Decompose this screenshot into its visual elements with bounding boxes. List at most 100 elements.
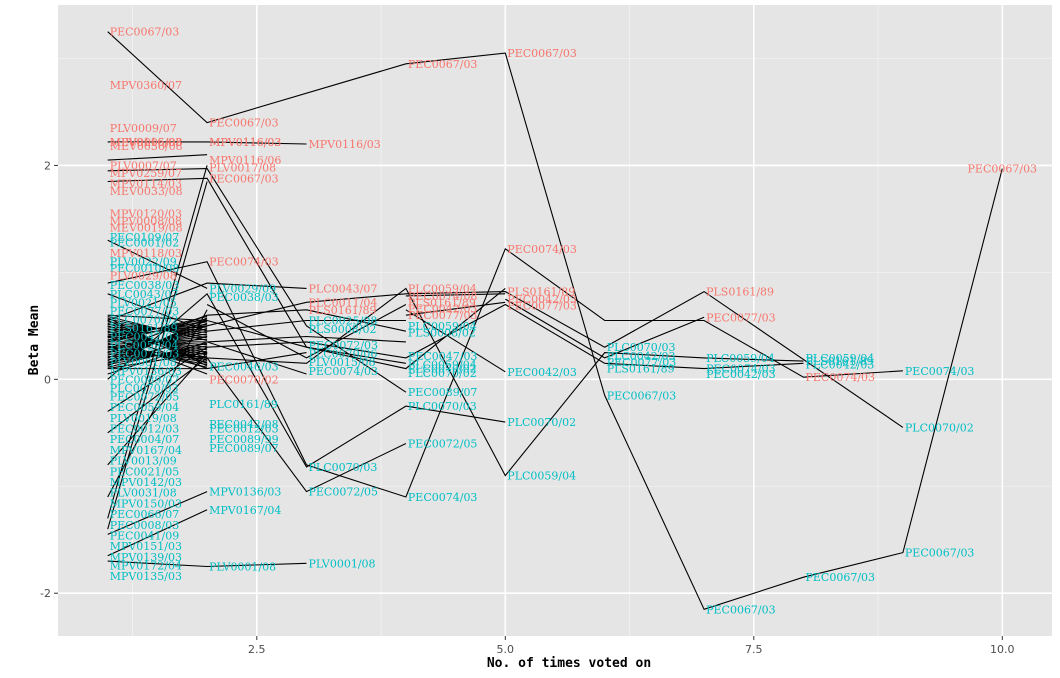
- point-label: PLS0161/89: [110, 322, 178, 335]
- point-label: PLV0017/08: [209, 162, 276, 175]
- series-line: [207, 335, 406, 343]
- series-line: [107, 325, 208, 364]
- point-labels: PEC0067/03 PEC0067/03 PEC0067/03 PEC0067/03…: [110, 26, 1037, 617]
- point-label: PEC0067/03: [905, 547, 975, 560]
- point-label: PLV0022/09: [110, 256, 177, 269]
- point-label: PEC0067/03: [706, 603, 776, 616]
- series-lines: [107, 31, 1003, 610]
- point-label: PLC0059/04: [706, 352, 775, 365]
- point-label: PEC0067/03: [507, 47, 577, 60]
- point-label: PEC0038/03: [209, 291, 279, 304]
- series-line: [206, 304, 407, 359]
- point-label: MPV0259/07: [110, 167, 182, 180]
- point-label: MPV0360/07: [110, 79, 182, 92]
- point-label: PEC0074/03: [905, 365, 975, 378]
- point-label: MPV0116/06: [209, 154, 281, 167]
- point-label: PLC0070/03: [607, 341, 676, 354]
- point-label: PEC0067/03: [408, 58, 478, 71]
- point-label: PLV0001/08: [209, 560, 276, 573]
- point-label: PLC0025/08: [309, 315, 378, 328]
- point-label: PEC0074/03: [706, 363, 776, 376]
- point-label: PEC0041/09: [110, 529, 180, 542]
- point-label: PLS0161/89: [607, 363, 675, 376]
- point-label: PEC0012/03: [110, 423, 180, 436]
- series-line: [207, 309, 407, 332]
- grid-lines: [58, 5, 1052, 636]
- series-line: [107, 560, 307, 568]
- point-label: PEC0072/05: [110, 390, 180, 403]
- point-label: MPV0116/03: [209, 136, 281, 149]
- point-label: MPV0167/04: [110, 444, 182, 457]
- point-label: PEC0021/05: [110, 465, 180, 478]
- point-label: MPV0008/08: [110, 215, 182, 228]
- point-label: PLC0042/03: [607, 350, 676, 363]
- point-label: PLC0070/02: [408, 367, 477, 380]
- plot-background: [58, 5, 1052, 636]
- point-label: MPV0116/03: [209, 136, 281, 149]
- point-label: PLV0009/07: [110, 122, 177, 135]
- point-label: PEC0077/03: [408, 309, 478, 322]
- point-label: PEC0074/08: [408, 290, 478, 303]
- series-line: [107, 177, 406, 364]
- point-label: MPV0116/03: [309, 138, 381, 151]
- point-label: PLS0008/02: [309, 323, 377, 336]
- point-label: MPV0167/04: [209, 504, 281, 517]
- point-label: PLV0021/05: [110, 296, 177, 309]
- point-label: PLC0070/03: [408, 400, 477, 413]
- point-label: PLV0029/09: [209, 282, 276, 295]
- point-label: MPV0118/03: [110, 247, 182, 260]
- x-tick-label: 2.5: [248, 643, 266, 656]
- point-label: PEC0074/03: [806, 371, 876, 384]
- point-label: PEC0067/03: [209, 172, 279, 185]
- series-line: [107, 357, 407, 493]
- point-label: PLS0161/89: [408, 296, 476, 309]
- point-label: MPV0136/03: [110, 365, 182, 378]
- y-tick-label: 0: [44, 373, 51, 386]
- point-label: MEV0005/08: [110, 136, 183, 149]
- bundle-line: [107, 324, 208, 334]
- point-label: PEC0089/07: [408, 386, 478, 399]
- point-label: PLS0161/89: [806, 355, 874, 368]
- point-label: PEC0089/07: [110, 373, 180, 386]
- y-axis-title: Beta Mean: [27, 305, 42, 375]
- series-line: [107, 352, 208, 466]
- point-label: PEC0077/03: [507, 300, 577, 313]
- point-label: PLV0019/08: [110, 412, 177, 425]
- series-line: [107, 352, 208, 370]
- point-label: PEC0067/03: [968, 163, 1038, 176]
- point-label: PLC0059/04: [408, 320, 477, 333]
- series-line: [505, 298, 705, 359]
- point-label: PLC0161/89: [209, 398, 278, 411]
- series-line: [405, 309, 506, 373]
- series-line: [107, 509, 208, 557]
- bundle-line: [107, 342, 208, 368]
- series-line: [107, 31, 1003, 610]
- point-label: MPV0139/03: [110, 551, 182, 564]
- point-label: PEC0010/08: [110, 262, 180, 275]
- series-line: [107, 141, 307, 145]
- point-label: PLC0059/04: [507, 470, 576, 483]
- series-line: [107, 314, 208, 354]
- point-label: PEC0067/03: [607, 389, 677, 402]
- point-label: PEC0074/03: [507, 243, 577, 256]
- point-label: PLC0070/02: [408, 363, 477, 376]
- point-label: PEC0042/03: [110, 331, 180, 344]
- point-label: PEC0001/02: [110, 236, 180, 249]
- point-label: PLS0008/02: [408, 326, 476, 339]
- point-label: PEC0072/05: [309, 486, 379, 499]
- point-label: PLV0029/08: [110, 270, 177, 283]
- point-label: PEC0059/04: [110, 401, 180, 414]
- point-label: PEC0042/08: [209, 418, 279, 431]
- x-axis-title: No. of times voted on: [487, 656, 651, 671]
- point-label: PLS0161/89: [507, 286, 575, 299]
- series-line: [107, 335, 208, 364]
- point-label: PEC0070/02: [209, 373, 279, 386]
- series-line: [107, 303, 804, 412]
- point-label: PLC0059/04: [110, 339, 179, 352]
- point-label: PLC0070/02: [110, 313, 179, 326]
- y-tick-label: 2: [44, 159, 51, 172]
- series-line: [107, 287, 804, 477]
- point-label: MPV0114/03: [110, 178, 182, 191]
- point-label: PEC0089/99: [209, 433, 279, 446]
- series-line: [107, 154, 208, 161]
